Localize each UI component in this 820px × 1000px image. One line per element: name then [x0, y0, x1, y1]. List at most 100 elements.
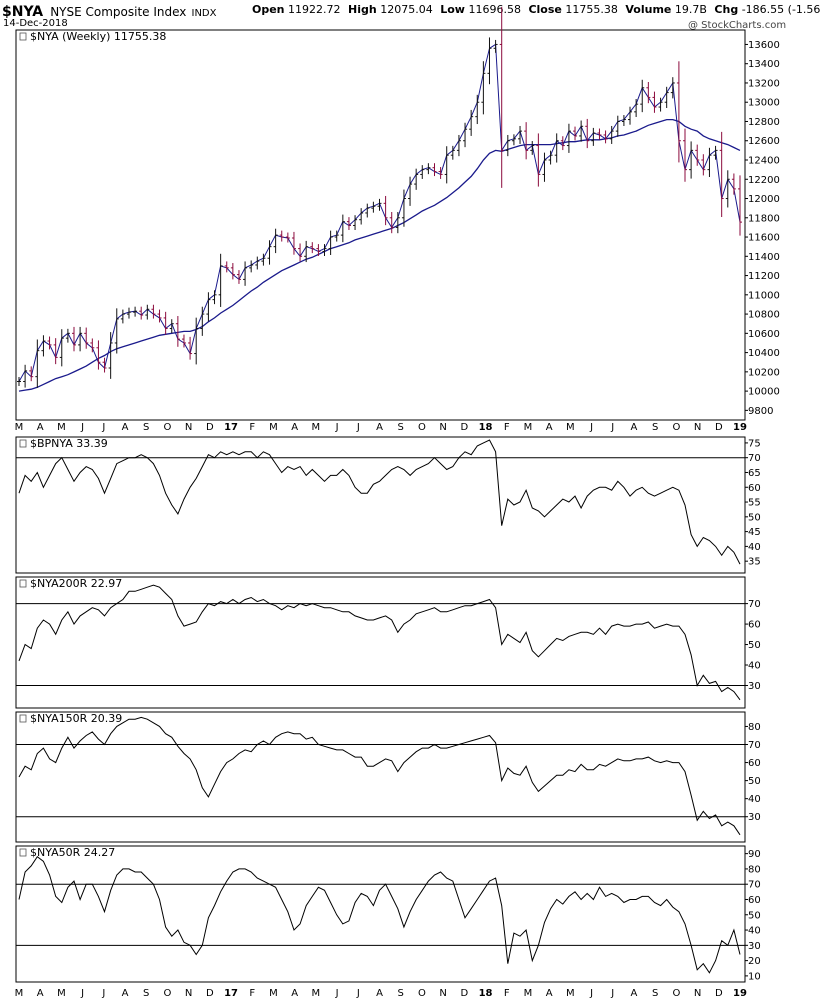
y-tick-label: 60	[748, 758, 761, 769]
x-axis-label-bottom: J	[101, 988, 105, 999]
ohlc-bar	[267, 240, 272, 265]
symbol-title: $NYA NYSE Composite Index INDX	[2, 1, 216, 20]
y-tick-label: 70	[748, 740, 761, 751]
y-tick-label: 50	[748, 640, 761, 651]
x-axis-label: F	[504, 422, 510, 433]
ohlc-bar	[310, 242, 315, 254]
y-tick-label: 60	[748, 483, 761, 494]
ohlc-bar	[542, 152, 547, 182]
open-label: Open	[252, 3, 285, 16]
y-tick-label: 11400	[748, 252, 780, 263]
ohlc-bar	[249, 260, 254, 273]
x-axis-label-bottom: J	[80, 988, 84, 999]
y-tick-label: 65	[748, 468, 761, 479]
ohlc-bar	[59, 329, 64, 367]
ohlc-bar	[689, 141, 694, 179]
panel-title: $NYA150R 20.39	[30, 712, 122, 725]
ohlc-bar	[652, 91, 657, 113]
ohlc-bar	[279, 230, 284, 242]
ohlc-bar	[713, 145, 718, 160]
ohlc-bar	[383, 195, 388, 226]
x-axis-label-bottom: F	[504, 988, 510, 999]
ohlc-bar	[401, 189, 406, 227]
watermark: @ StockCharts.com	[688, 20, 787, 31]
ohlc-bar	[481, 61, 486, 115]
ohlc-bar	[194, 317, 199, 365]
ohlc-bar	[511, 134, 516, 146]
x-axis-label-bottom: M	[312, 988, 321, 999]
x-axis-label-bottom: M	[524, 988, 533, 999]
ohlc-bar	[236, 270, 241, 284]
x-axis-label: J	[335, 422, 339, 433]
volume-label: Volume	[625, 3, 672, 16]
x-axis-label-bottom: N	[439, 988, 446, 999]
y-tick-label: 70	[748, 599, 761, 610]
y-tick-label: 13600	[748, 40, 780, 51]
ohlc-bar	[126, 307, 131, 319]
y-tick-label: 11000	[748, 290, 780, 301]
y-tick-label: 10800	[748, 310, 780, 321]
x-axis-label: J	[610, 422, 614, 433]
x-axis-label-bottom: J	[335, 988, 339, 999]
ohlc-bar	[426, 163, 431, 175]
panel-title: $NYA200R 22.97	[30, 577, 122, 590]
ohlc-bar	[438, 167, 443, 179]
ohlc-bar	[114, 308, 119, 354]
x-axis-label-bottom: A	[291, 988, 298, 999]
x-axis-label-bottom: J	[589, 988, 593, 999]
x-axis-label-bottom: M	[269, 988, 278, 999]
low-label: Low	[440, 3, 465, 16]
x-axis-label: N	[694, 422, 701, 433]
ohlc-bar	[524, 122, 529, 160]
ohlc-bar	[230, 263, 235, 280]
x-axis-label-bottom: D	[715, 988, 723, 999]
ohlc-bar	[65, 328, 70, 343]
x-axis-label-bottom: M	[15, 988, 24, 999]
ohlc-bar	[53, 338, 58, 365]
ohlc-bar	[17, 376, 21, 386]
ohlc-bar	[188, 336, 193, 360]
panel-frame	[15, 436, 746, 574]
ohlc-bar	[554, 133, 559, 163]
ohlc-bar	[573, 126, 578, 141]
ohlc-bar	[621, 115, 626, 126]
y-tick-label: 10600	[748, 329, 780, 340]
ohlc-readout: Open 11922.72 High 12075.04 Low 11696.58…	[252, 3, 820, 16]
ohlc-bar	[29, 366, 34, 382]
y-tick-label: 12800	[748, 117, 780, 128]
x-axis-label-bottom: F	[249, 988, 255, 999]
panel-frame	[15, 711, 746, 843]
ohlc-bar	[731, 173, 736, 195]
x-axis-label-bottom: O	[164, 988, 172, 999]
x-axis-label: A	[631, 422, 638, 433]
x-axis-label-bottom: A	[122, 988, 129, 999]
chg-label: Chg	[714, 3, 739, 16]
x-axis-label: O	[672, 422, 680, 433]
x-axis-label: M	[269, 422, 278, 433]
ohlc-bar	[47, 336, 52, 350]
ohlc-bar	[640, 79, 645, 113]
y-tick-label: 11800	[748, 213, 780, 224]
ohlc-bar	[414, 168, 419, 190]
legend-marker-icon	[19, 32, 27, 41]
x-axis-label: A	[37, 422, 44, 433]
ohlc-bar	[548, 150, 553, 165]
x-axis-label: 19	[733, 422, 747, 433]
x-axis-label: S	[652, 422, 658, 433]
indicator-line	[18, 716, 741, 836]
x-axis-label: N	[185, 422, 192, 433]
ohlc-bar	[432, 163, 437, 177]
panel-frame	[15, 576, 746, 709]
y-tick-label: 40	[748, 794, 761, 805]
ohlc-bar	[597, 128, 602, 140]
y-tick-label: 40	[748, 926, 761, 937]
x-axis-label-bottom: S	[398, 988, 404, 999]
y-tick-label: 12400	[748, 156, 780, 167]
ohlc-bar	[108, 332, 113, 379]
ohlc-bar	[181, 334, 186, 348]
ohlc-bar	[322, 244, 327, 256]
ohlc-bar	[298, 243, 303, 262]
ohlc-bar	[291, 231, 296, 255]
ohlc-bar	[261, 253, 266, 266]
ohlc-bar	[71, 326, 76, 352]
